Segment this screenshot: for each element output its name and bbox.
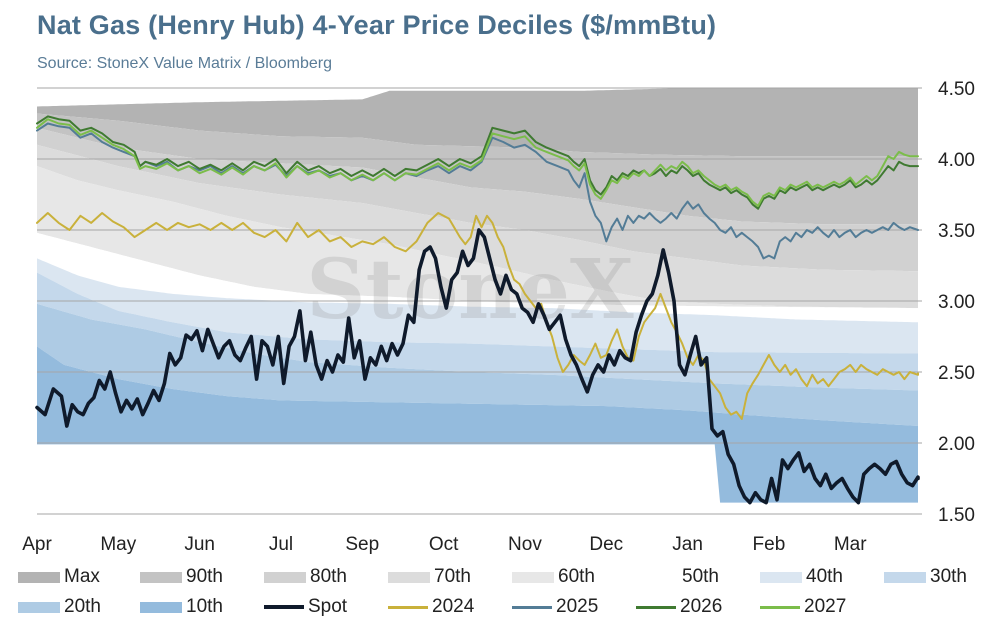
legend-item-2027: 2027 (760, 596, 846, 618)
x-tick-label: Jan (672, 534, 703, 555)
legend-label: 2026 (680, 596, 723, 617)
chart-title: Nat Gas (Henry Hub) 4-Year Price Deciles… (37, 10, 717, 40)
legend-item-10th: 10th (140, 596, 223, 618)
legend-line-sample (264, 605, 304, 609)
x-tick-label: Sep (345, 534, 379, 555)
legend-line-sample (760, 605, 800, 609)
legend-label: 20th (64, 596, 101, 617)
legend-swatch (140, 601, 182, 613)
x-tick-label: Nov (508, 534, 542, 555)
x-tick-label: Jul (269, 534, 293, 555)
legend-swatch (636, 571, 678, 583)
legend-label: 2025 (556, 596, 599, 617)
legend-label: 40th (806, 566, 843, 587)
x-axis: Apr May Jun Jul Sep Oct Nov Dec Jan Feb Mar (22, 534, 867, 555)
band-20th (37, 303, 918, 426)
legend-line-sample (388, 605, 428, 609)
series-line-spot (35, 228, 920, 505)
legend-label: 10th (186, 596, 223, 617)
x-tick-label: May (100, 534, 136, 555)
y-tick-label: 1.50 (938, 505, 975, 526)
legend-label: 2024 (432, 596, 475, 617)
stonex-watermark: StoneX (306, 242, 634, 338)
legend-item-40th: 40th (760, 566, 843, 588)
legend-swatch (760, 571, 802, 583)
legend-swatch (18, 601, 60, 613)
x-tick-label: Apr (22, 534, 52, 555)
legend-item-30th: 30th (884, 566, 967, 588)
legend-label: 2027 (804, 596, 847, 617)
y-axis: 1.50 2.00 2.50 3.00 3.50 4.00 4.50 (938, 79, 975, 526)
y-tick-label: 2.50 (938, 363, 975, 384)
band-30th (37, 272, 918, 391)
series-line-2024 (36, 212, 919, 420)
y-tick-label: 4.50 (938, 79, 975, 100)
legend-swatch (264, 571, 306, 583)
legend-label: 50th (682, 566, 719, 587)
gridlines (37, 87, 922, 515)
series-line-2027 (36, 118, 919, 207)
legend-swatch (140, 571, 182, 583)
legend-label: 60th (558, 566, 595, 587)
chart-subtitle: Source: StoneX Value Matrix / Bloomberg (37, 55, 332, 72)
legend-item-2025: 2025 (512, 596, 598, 618)
x-tick-label: Dec (589, 534, 623, 555)
y-tick-label: 3.00 (938, 292, 975, 313)
price-series (35, 115, 920, 505)
band-90th (37, 113, 918, 225)
y-tick-label: 3.50 (938, 221, 975, 242)
legend-swatch (884, 571, 926, 583)
legend-item-2024: 2024 (388, 596, 474, 618)
legend-label: 80th (310, 566, 347, 587)
chart-legend: Max 90th 80th 70th 60th 50th 40th 30th 20th 10th S… (18, 566, 988, 622)
price-deciles-chart: StoneX 1.50 2.00 2.50 3.00 3.50 4.00 4.50 Apr M… (22, 79, 975, 555)
y-tick-label: 4.00 (938, 150, 975, 171)
legend-label: 70th (434, 566, 471, 587)
legend-label: 30th (930, 566, 967, 587)
legend-item-max: Max (18, 566, 100, 588)
legend-item-spot: Spot (264, 596, 347, 618)
x-tick-label: Feb (753, 534, 786, 555)
legend-item-50th: 50th (636, 566, 719, 588)
legend-item-2026: 2026 (636, 596, 722, 618)
legend-item-20th: 20th (18, 596, 101, 618)
series-line-2026 (36, 115, 919, 210)
legend-swatch (388, 571, 430, 583)
decile-bands (37, 88, 918, 503)
band-50th (37, 232, 918, 323)
legend-swatch (512, 571, 554, 583)
x-tick-label: Oct (429, 534, 459, 555)
x-tick-label: Jun (184, 534, 215, 555)
legend-line-sample (512, 605, 552, 609)
legend-label: Spot (308, 596, 348, 617)
legend-item-70th: 70th (388, 566, 471, 588)
legend-swatch (18, 571, 60, 583)
band-70th (37, 144, 918, 309)
series-line-2025 (36, 122, 919, 260)
band-40th (37, 258, 918, 354)
legend-label: 90th (186, 566, 223, 587)
band-10th (37, 346, 918, 503)
legend-item-90th: 90th (140, 566, 223, 588)
band-60th (37, 166, 918, 309)
x-tick-label: Mar (834, 534, 867, 555)
y-tick-label: 2.00 (938, 434, 975, 455)
legend-item-60th: 60th (512, 566, 595, 588)
legend-label: Max (64, 566, 100, 587)
legend-line-sample (636, 605, 676, 609)
legend-item-80th: 80th (264, 566, 347, 588)
band-max (37, 88, 918, 157)
